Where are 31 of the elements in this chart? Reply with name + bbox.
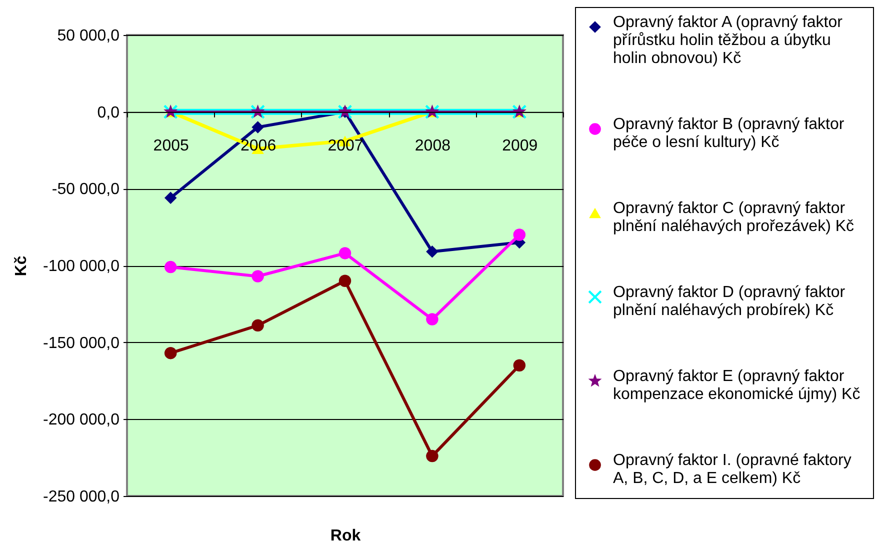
point bbox=[426, 246, 438, 258]
point bbox=[252, 121, 264, 134]
point bbox=[164, 260, 177, 274]
legend-label: Opravný faktor A (opravný faktor přírůstku holin těžbou a úbytku holin obnovou) Kč bbox=[613, 14, 844, 67]
legend-label: Opravný faktor C (opravný faktor plnění naléhavých prořezávek) Kč bbox=[613, 200, 854, 235]
y-tick-label: -100 000,0 bbox=[42, 258, 120, 275]
y-tick-label: -200 000,0 bbox=[42, 412, 120, 429]
point bbox=[513, 359, 526, 372]
point bbox=[426, 313, 438, 326]
y-tick-label: -250 000,0 bbox=[42, 488, 120, 506]
point bbox=[164, 192, 177, 204]
legend-label: Opravný faktor B (opravný faktor péče o lesní kultury) Kč bbox=[613, 116, 845, 151]
point bbox=[252, 319, 264, 332]
y-axis-title: Kč bbox=[12, 256, 30, 276]
point bbox=[338, 247, 352, 260]
x-axis-title: Rok bbox=[330, 528, 361, 544]
legend-label: Opravný faktor E (opravný faktor kompenzace ekonomické újmy) Kč bbox=[613, 368, 860, 403]
x-tick-label: 2008 bbox=[414, 137, 451, 154]
x-tick-label: 2009 bbox=[502, 137, 538, 154]
y-tick-label: -50 000,0 bbox=[52, 181, 120, 198]
point bbox=[513, 228, 526, 241]
y-tick-label: -150 000,0 bbox=[42, 334, 120, 352]
legend-label: Opravný faktor I. (opravné faktory A, B, C, D, a E celkem) Kč bbox=[613, 452, 852, 487]
y-tick-label: 0,0 bbox=[97, 104, 120, 122]
point bbox=[164, 346, 177, 360]
point bbox=[252, 270, 264, 282]
x-tick-label: 2005 bbox=[153, 137, 189, 154]
y-tick-label: 50 000,0 bbox=[57, 28, 120, 44]
point bbox=[426, 450, 438, 462]
point bbox=[338, 274, 352, 287]
legend-label: Opravný faktor D (opravný faktor plnění naléhavých probírek) Kč bbox=[613, 284, 846, 319]
